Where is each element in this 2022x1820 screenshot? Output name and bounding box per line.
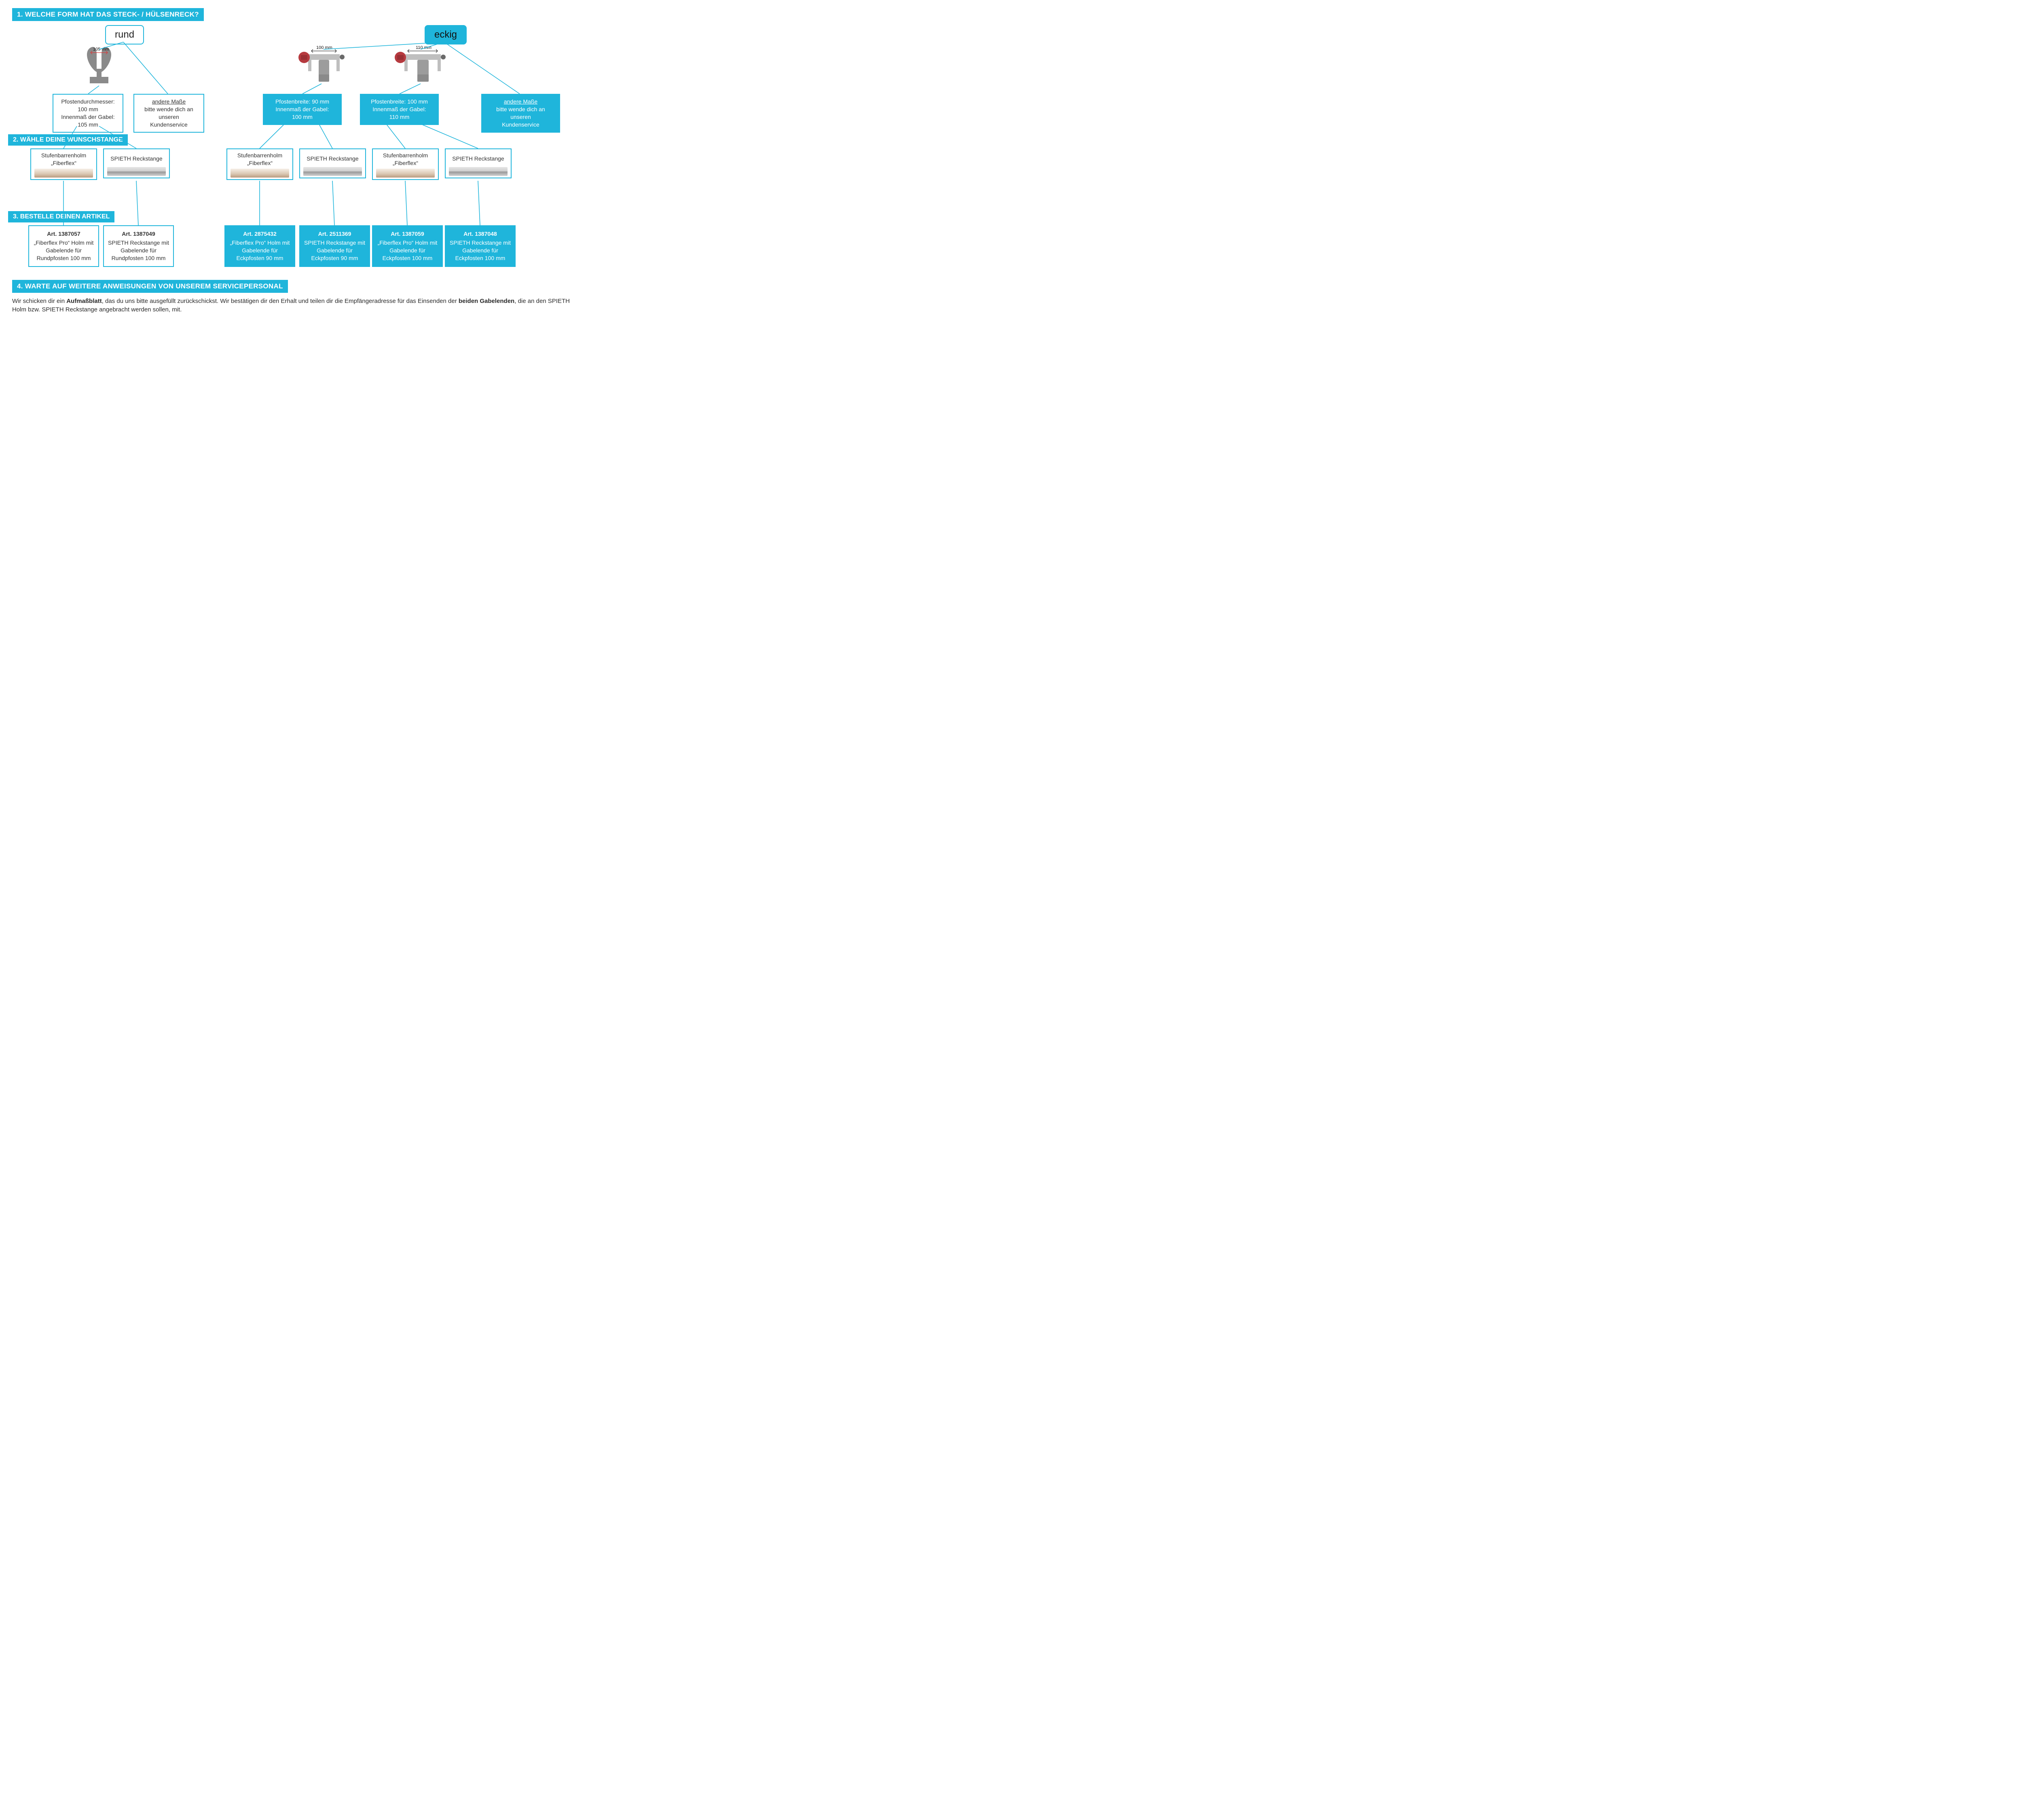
spec-line: 100 mm — [78, 106, 98, 112]
order-art: Art. 1387048 — [449, 230, 512, 238]
spec-line: Kundenservice — [150, 121, 188, 128]
spec-line: unseren — [159, 114, 179, 120]
bar-swatch-fiber — [34, 169, 93, 178]
eckig-a-order-fiber: Art. 2875432 „Fiberflex Pro“ Holm mit Ga… — [224, 225, 295, 267]
spec-title: andere Maße — [504, 98, 537, 105]
rund-bar-spieth: SPIETH Reckstange — [103, 148, 170, 178]
eckig-b-order-fiber: Art. 1387059 „Fiberflex Pro“ Holm mit Ga… — [372, 225, 443, 267]
footer-text-part: , das du uns bitte ausgefüllt zurückschi… — [102, 298, 459, 305]
eckig-b-order-spieth: Art. 1387048 SPIETH Reckstange mit Gabel… — [445, 225, 516, 267]
order-art: Art. 1387057 — [32, 230, 95, 238]
eckig-b-spec-box: Pfostenbreite: 100 mm Innenmaß der Gabel… — [360, 94, 439, 125]
bar-label: SPIETH Reckstange — [303, 152, 362, 165]
rund-other-box: andere Maße bitte wende dich an unseren … — [133, 94, 204, 133]
rund-order-spieth: Art. 1387049 SPIETH Reckstange mit Gabel… — [103, 225, 174, 267]
bar-label: SPIETH Reckstange — [107, 152, 166, 165]
root-eckig: eckig — [425, 25, 467, 44]
eckig-b-bar-fiberflex: Stufenbarrenholm „Fiberflex“ — [372, 148, 439, 180]
footer-bold: Aufmaßblatt — [66, 298, 102, 305]
eckig-fork-a-illustration: 100 mm — [295, 45, 348, 90]
eckig-b-bar-spieth: SPIETH Reckstange — [445, 148, 512, 178]
rund-dim-label: 105 mm — [93, 47, 109, 52]
footer-text-part: Wir schicken dir ein — [12, 298, 66, 305]
bar-swatch-fiber — [376, 169, 435, 178]
spec-line: bitte wende dich an — [144, 106, 193, 112]
eckig-a-bar-spieth: SPIETH Reckstange — [299, 148, 366, 178]
step2-header: 2. WÄHLE DEINE WUNSCHSTANGE — [8, 134, 128, 146]
order-art: Art. 2511369 — [303, 230, 366, 238]
eckig-fork-b-illustration: 110 mm — [392, 45, 449, 90]
spec-line: Kundenservice — [502, 121, 539, 128]
order-desc: SPIETH Reckstange mit Gabelende für Rund… — [108, 239, 169, 261]
order-desc: „Fiberflex Pro“ Holm mit Gabelende für E… — [378, 239, 438, 261]
eckig-a-spec-box: Pfostenbreite: 90 mm Innenmaß der Gabel:… — [263, 94, 342, 125]
step4-header: 4. WARTE AUF WEITERE ANWEISUNGEN VON UNS… — [12, 280, 288, 293]
step1-header: 1. WELCHE FORM HAT DAS STECK- / HÜLSENRE… — [12, 8, 204, 21]
eckig-a-dim-label: 100 mm — [316, 45, 332, 50]
spec-line: Pfostenbreite: 100 mm — [371, 98, 428, 105]
order-desc: SPIETH Reckstange mit Gabelende für Eckp… — [450, 239, 511, 261]
footer-bold: beiden Gabelenden — [459, 298, 514, 305]
spec-line: Pfostenbreite: 90 mm — [275, 98, 329, 105]
bar-label: Stufenbarrenholm „Fiberflex“ — [231, 152, 289, 167]
spec-line: Innenmaß der Gabel: — [275, 106, 329, 112]
step3-header: 3. BESTELLE DEINEN ARTIKEL — [8, 211, 114, 222]
decision-diagram: rund eckig 105 mm — [12, 25, 570, 276]
rund-fork-illustration: 105 mm — [77, 44, 121, 91]
spec-line: 105 mm — [78, 121, 98, 128]
rund-bar-fiberflex: Stufenbarrenholm „Fiberflex“ — [30, 148, 97, 180]
bar-swatch-steel — [107, 167, 166, 176]
bar-label: SPIETH Reckstange — [449, 152, 508, 165]
spec-line: bitte wende dich an — [496, 106, 545, 112]
bar-swatch-steel — [449, 167, 508, 176]
order-art: Art. 1387049 — [107, 230, 170, 238]
order-desc: „Fiberflex Pro“ Holm mit Gabelende für R… — [34, 239, 94, 261]
order-art: Art. 2875432 — [228, 230, 291, 238]
eckig-other-box: andere Maße bitte wende dich an unseren … — [481, 94, 560, 133]
rund-order-fiber: Art. 1387057 „Fiberflex Pro“ Holm mit Ga… — [28, 225, 99, 267]
bar-swatch-steel — [303, 167, 362, 176]
eckig-a-order-spieth: Art. 2511369 SPIETH Reckstange mit Gabel… — [299, 225, 370, 267]
footer-paragraph: Wir schicken dir ein Aufmaßblatt, das du… — [12, 297, 570, 314]
spec-line: Innenmaß der Gabel: — [61, 114, 114, 120]
spec-line: Pfostendurchmesser: — [61, 98, 114, 105]
rund-spec-box: Pfostendurchmesser: 100 mm Innenmaß der … — [53, 94, 123, 133]
bar-label: Stufenbarrenholm „Fiberflex“ — [376, 152, 435, 167]
order-desc: SPIETH Reckstange mit Gabelende für Eckp… — [304, 239, 365, 261]
root-rund: rund — [105, 25, 144, 44]
eckig-a-bar-fiberflex: Stufenbarrenholm „Fiberflex“ — [226, 148, 293, 180]
bar-label: Stufenbarrenholm „Fiberflex“ — [34, 152, 93, 167]
spec-line: Innenmaß der Gabel: — [372, 106, 426, 112]
spec-line: 100 mm — [292, 114, 313, 120]
bar-swatch-fiber — [231, 169, 289, 178]
spec-line: 110 mm — [389, 114, 410, 120]
spec-line: unseren — [510, 114, 531, 120]
order-desc: „Fiberflex Pro“ Holm mit Gabelende für E… — [230, 239, 290, 261]
order-art: Art. 1387059 — [376, 230, 439, 238]
eckig-b-dim-label: 110 mm — [416, 45, 431, 50]
spec-title: andere Maße — [152, 98, 186, 105]
